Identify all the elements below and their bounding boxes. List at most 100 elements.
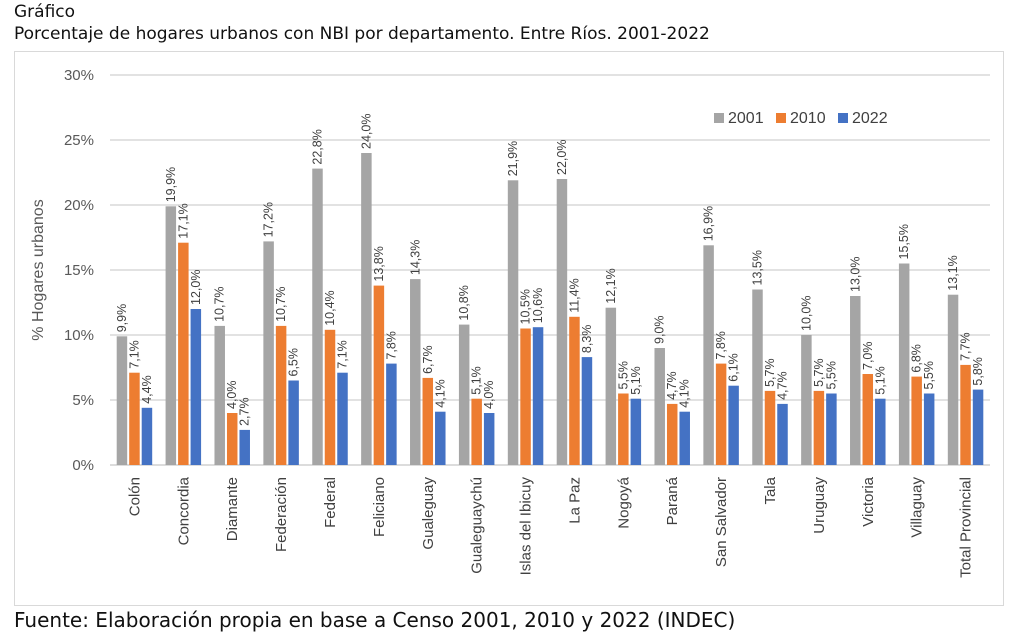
bar-2010-8	[520, 328, 531, 465]
bar-2001-1	[165, 206, 177, 466]
bar-2010-3	[275, 325, 287, 465]
bar-2022-9	[581, 357, 593, 465]
data-label: 13,5%	[751, 250, 765, 285]
bar-2022-14	[826, 393, 837, 465]
bar-2010-12	[715, 363, 727, 465]
chart-caption-label: Gráfico	[14, 2, 76, 22]
bar-2022-12	[728, 385, 739, 465]
y-tick-label: 5%	[72, 392, 94, 409]
data-label: 10,7%	[274, 286, 288, 321]
data-label: 10,4%	[323, 290, 337, 325]
legend-swatch-2022	[838, 113, 848, 123]
bar-2022-7	[483, 413, 495, 465]
y-tick-label: 25%	[64, 132, 94, 149]
y-tick-label: 15%	[64, 262, 94, 279]
x-tick-label: Nogoyá	[615, 476, 632, 528]
data-label: 5,5%	[824, 361, 838, 390]
x-tick-label: Victoria	[860, 476, 877, 526]
data-label: 4,4%	[140, 375, 154, 404]
bar-2001-17	[947, 294, 959, 465]
data-label: 2,7%	[238, 397, 252, 426]
data-label: 24,0%	[359, 114, 373, 149]
bar-2010-17	[960, 364, 971, 465]
bar-2001-8	[507, 180, 519, 466]
data-label: 7,7%	[959, 332, 973, 361]
data-label: 5,8%	[971, 357, 985, 386]
data-label: 14,3%	[408, 240, 422, 275]
bar-2010-16	[911, 376, 922, 465]
source-note: Fuente: Elaboración propia en base a Cen…	[14, 608, 736, 632]
bar-2022-8	[532, 327, 544, 465]
data-label: 15,5%	[897, 224, 911, 259]
data-label: 12,0%	[189, 270, 203, 305]
x-tick-label: Islas del Ibicuy	[518, 477, 535, 576]
data-label: 10,8%	[457, 285, 471, 320]
bar-2001-11	[654, 348, 665, 465]
x-tick-label: Concordia	[175, 476, 192, 545]
bar-2022-3	[288, 380, 299, 465]
data-label: 7,8%	[714, 331, 728, 360]
x-axis-ticks: Colón Concordia Diamante Federación Federal F…	[126, 476, 974, 578]
x-tick-label: Villaguay	[909, 477, 926, 538]
bar-2022-6	[435, 411, 446, 465]
data-label: 10,0%	[799, 296, 813, 331]
data-label: 17,2%	[262, 202, 276, 237]
data-label: 10,5%	[519, 289, 533, 324]
data-label: 6,7%	[421, 345, 435, 374]
bar-2001-14	[801, 335, 812, 465]
data-label: 22,8%	[311, 129, 325, 164]
chart-frame	[14, 51, 1004, 606]
y-tick-label: 30%	[64, 67, 94, 84]
data-label: 4,7%	[776, 371, 790, 400]
x-tick-label: Gualeguaychú	[469, 477, 486, 574]
bar-2001-5	[361, 153, 372, 465]
legend-label-2022: 2022	[852, 110, 888, 127]
x-tick-label: Federación	[273, 477, 290, 552]
bar-2022-17	[972, 389, 984, 465]
bar-2010-15	[862, 374, 874, 465]
bar-2010-11	[666, 403, 678, 465]
data-label: 9,9%	[115, 304, 129, 333]
bar-2022-5	[386, 363, 397, 465]
bar-2010-4	[324, 329, 336, 465]
data-label: 7,8%	[384, 331, 398, 360]
data-label: 13,0%	[848, 257, 862, 292]
chart-title: Porcentaje de hogares urbanos con NBI po…	[14, 24, 710, 44]
bars	[116, 153, 984, 466]
bar-2001-0	[116, 336, 128, 465]
bar-2022-15	[875, 398, 886, 465]
gridlines	[110, 74, 990, 466]
bar-2010-0	[129, 372, 140, 465]
x-tick-label: Gualeguay	[420, 477, 437, 550]
data-label: 19,9%	[164, 167, 178, 202]
bar-2010-10	[618, 393, 629, 465]
y-axis-ticks: 0% 5% 10% 15% 20% 25% 30%	[64, 67, 94, 474]
bar-2001-16	[898, 263, 910, 465]
bar-2001-15	[850, 296, 861, 465]
data-label: 4,1%	[433, 379, 447, 408]
data-label: 6,5%	[287, 348, 301, 377]
bar-2001-9	[556, 179, 568, 465]
data-label: 7,0%	[861, 342, 875, 371]
data-label: 4,0%	[225, 381, 239, 410]
x-tick-label: Uruguay	[811, 477, 828, 534]
data-label: 10,6%	[531, 288, 545, 323]
bar-2010-5	[373, 285, 385, 465]
data-label: 4,7%	[665, 371, 679, 400]
data-label: 4,1%	[678, 379, 692, 408]
x-tick-label: Federal	[322, 477, 339, 528]
legend-swatch-2010	[776, 113, 786, 123]
data-label: 9,0%	[653, 316, 667, 345]
bar-2001-6	[410, 279, 421, 465]
data-label: 8,3%	[580, 325, 594, 354]
legend-swatch-2001	[714, 113, 724, 123]
data-labels: 9,9%7,1%4,4%19,9%17,1%12,0% 10,7%4,0%2,7%…	[115, 114, 985, 426]
legend-label-2001: 2001	[728, 110, 764, 127]
bar-2001-13	[752, 289, 763, 465]
bar-2022-13	[777, 403, 788, 465]
data-label: 12,1%	[604, 268, 618, 303]
bar-2001-12	[703, 245, 714, 465]
bar-2022-1	[190, 309, 202, 465]
bar-2010-13	[764, 390, 776, 465]
